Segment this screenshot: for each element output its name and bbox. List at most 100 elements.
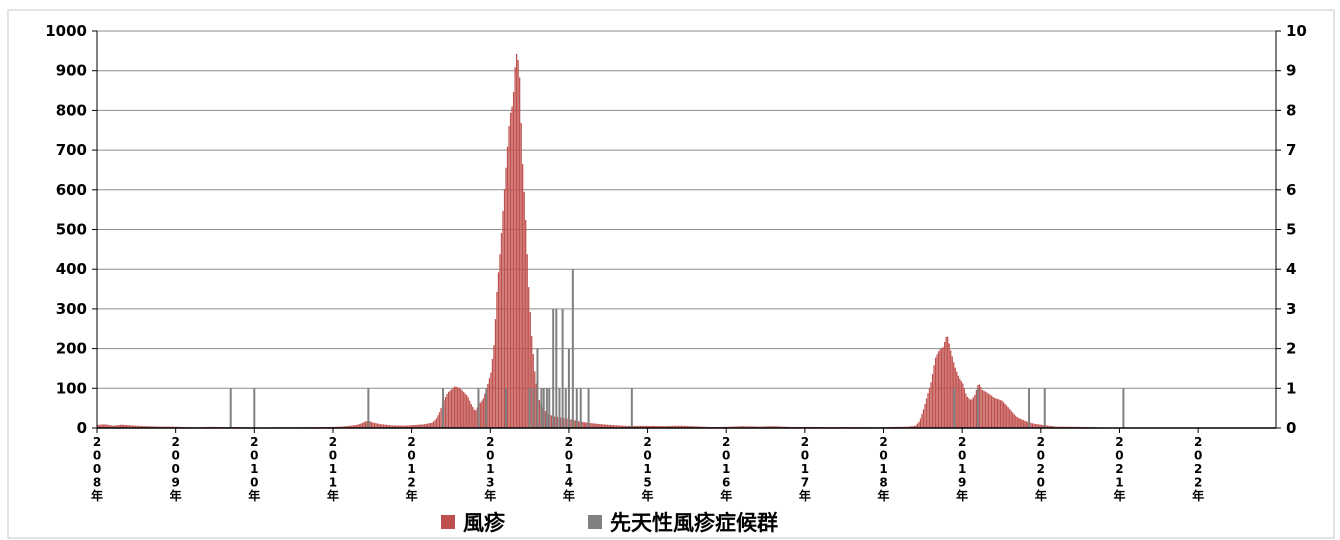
bar-rubella: [1003, 402, 1005, 428]
bar-rubella: [939, 349, 941, 428]
bar-rubella: [106, 424, 108, 428]
bar-rubella: [667, 426, 669, 428]
bar-rubella: [960, 381, 962, 428]
bar-rubella: [357, 424, 359, 428]
bar-rubella: [962, 383, 964, 428]
bar-rubella: [591, 423, 593, 428]
bar-rubella: [440, 408, 442, 428]
y-left-tick-label: 400: [56, 260, 87, 278]
bar-crs: [953, 388, 956, 428]
bar-rubella: [983, 390, 985, 428]
bar-rubella: [950, 350, 952, 428]
bar-rubella: [464, 393, 466, 428]
bar-crs: [564, 388, 567, 428]
bar-rubella: [127, 425, 129, 428]
bar-rubella: [1042, 424, 1044, 428]
bar-rubella: [584, 422, 586, 428]
bar-rubella: [363, 422, 365, 428]
bar-rubella: [1009, 408, 1011, 428]
bar-rubella: [574, 420, 577, 428]
bar-rubella: [937, 351, 940, 428]
bar-rubella: [664, 426, 666, 428]
bar-rubella: [531, 336, 533, 428]
bar-rubella: [941, 348, 943, 428]
bar-rubella: [413, 425, 415, 428]
legend-swatch-rubella: [441, 515, 455, 529]
bar-rubella: [354, 425, 356, 428]
bar-rubella: [1033, 423, 1035, 428]
bar-rubella: [491, 358, 494, 428]
bar-rubella: [925, 398, 928, 428]
bar-rubella: [927, 393, 929, 428]
bar-crs: [485, 388, 488, 428]
bar-rubella: [944, 341, 946, 428]
bar-rubella: [467, 397, 469, 428]
bar-rubella: [765, 426, 767, 428]
bar-rubella: [615, 425, 618, 428]
bar-rubella: [447, 391, 450, 428]
y-right-tick-label: 2: [1286, 340, 1296, 358]
bar-rubella: [936, 354, 938, 428]
bar-rubella: [969, 399, 972, 428]
bar-rubella: [502, 210, 504, 428]
bar-rubella: [411, 425, 413, 428]
bar-rubella: [366, 421, 368, 428]
y-left-tick-label: 500: [56, 221, 87, 239]
bar-rubella: [390, 425, 392, 428]
bar-rubella: [553, 416, 556, 428]
bar-rubella: [1025, 421, 1027, 428]
bar-rubella: [735, 426, 737, 428]
series-crs-bars: [229, 269, 1125, 428]
bar-rubella: [611, 424, 613, 428]
bar-rubella: [394, 425, 397, 428]
bar-rubella: [431, 422, 433, 428]
bar-rubella: [494, 319, 497, 428]
bar-rubella: [1039, 424, 1041, 428]
y-right-tick-label: 1: [1286, 379, 1296, 397]
bar-rubella: [1013, 414, 1015, 428]
bar-rubella: [387, 424, 389, 428]
bar-rubella: [617, 425, 619, 428]
bar-rubella: [125, 424, 128, 428]
bar-rubella: [626, 425, 628, 428]
bar-rubella: [130, 425, 132, 428]
bar-rubella: [1021, 419, 1023, 428]
bar-rubella: [460, 388, 462, 428]
bar-crs: [1043, 388, 1046, 428]
bar-rubella: [998, 399, 1000, 428]
bar-rubella: [975, 389, 978, 428]
bar-rubella: [674, 425, 677, 428]
bar-rubella: [355, 424, 357, 428]
bar-rubella: [647, 425, 649, 428]
bar-rubella: [446, 393, 448, 428]
bar-rubella: [473, 409, 475, 428]
bar-rubella: [680, 425, 683, 428]
y-right-tick-label: 6: [1286, 181, 1296, 199]
bar-rubella: [97, 424, 99, 428]
bar-rubella: [500, 233, 503, 428]
bar-rubella: [472, 406, 474, 428]
bar-rubella: [399, 425, 401, 428]
bar-rubella: [381, 424, 383, 428]
bar-rubella: [918, 421, 920, 428]
bar-rubella: [482, 398, 484, 428]
bar-rubella: [993, 397, 996, 428]
bar-rubella: [422, 424, 424, 428]
bar-rubella: [526, 254, 528, 428]
bar-rubella: [594, 423, 596, 428]
x-axis-labels: 2 0 0 8 年 2 0 0 9 年 2 0 1 0 年 2 0 1 1 年 2 0 1 2 年 2 0 1 3 年 2 0 1 4 年 2 0 1 5 年…: [91, 435, 1204, 503]
bar-rubella: [538, 399, 540, 428]
bar-crs: [630, 388, 633, 428]
bar-rubella: [535, 383, 537, 428]
bar-rubella: [984, 391, 987, 428]
bar-rubella: [909, 426, 911, 428]
bar-crs: [367, 388, 370, 428]
bar-rubella: [396, 425, 398, 428]
y-right-tick-label: 8: [1286, 101, 1296, 119]
bar-rubella: [924, 403, 926, 428]
bar-rubella: [931, 374, 934, 428]
bar-rubella: [916, 423, 919, 428]
